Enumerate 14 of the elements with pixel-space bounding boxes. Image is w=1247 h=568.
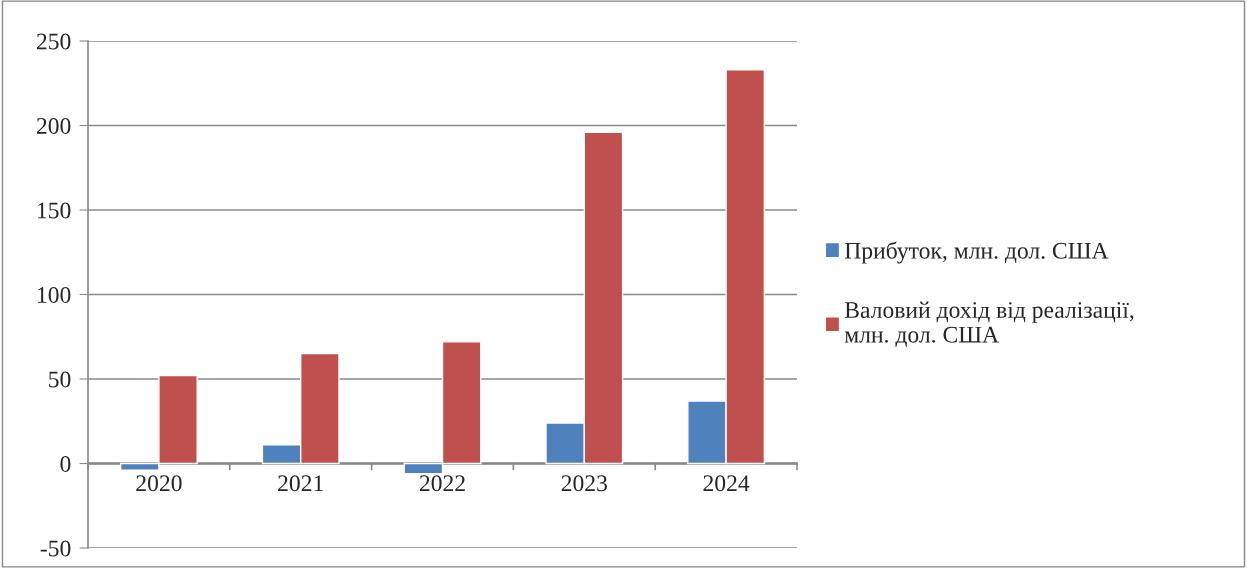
y-tick-label: 0 (60, 455, 71, 472)
x-tick-label: 2023 (561, 475, 607, 492)
y-tick-label: 100 (37, 286, 71, 303)
x-tick-label: 2022 (419, 475, 465, 492)
y-tick-label: 250 (36, 33, 71, 50)
y-tick-label: 200 (36, 117, 71, 134)
legend-label: Валовий дохід від реалізації, млн. дол. США (844, 301, 1134, 347)
y-tick-label: -50 (40, 540, 71, 557)
x-tick-label: 2020 (136, 475, 182, 492)
y-tick-label: 150 (37, 202, 71, 219)
x-tick-label: 2024 (703, 475, 750, 492)
legend-label: Прибуток, млн. дол. США (844, 241, 1109, 264)
y-tick-label: 50 (49, 371, 71, 388)
x-tick-label: 2021 (278, 475, 323, 492)
